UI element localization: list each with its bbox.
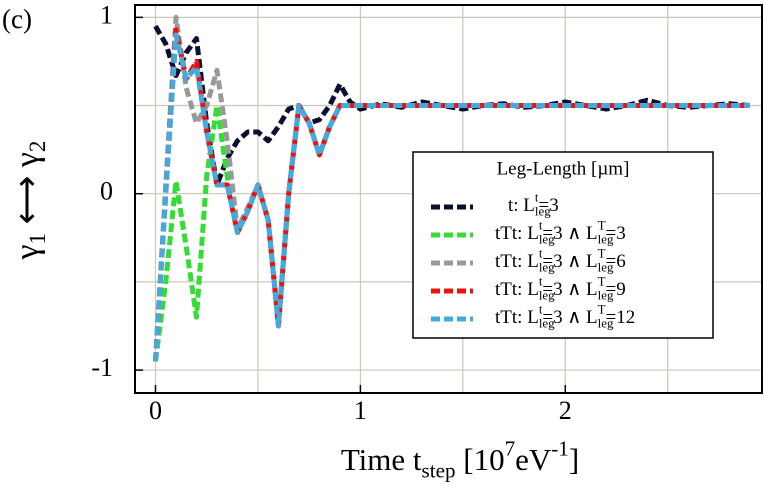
x-tick-label: 2 xyxy=(559,396,572,425)
legend-title: Leg-Length [µm] xyxy=(497,158,630,179)
legend-label: t: Llegt=3 xyxy=(508,189,559,218)
y-axis-label: γ1 ⟷ γ2 xyxy=(9,141,52,261)
legend-box xyxy=(412,151,714,339)
series-line xyxy=(152,32,750,362)
legend-label: tTt: Llegt=3 ∧ LlegT=12 xyxy=(495,301,635,330)
chart-title: (c) xyxy=(2,4,32,34)
y-tick-label: -1 xyxy=(91,353,113,382)
y-tick-label: 1 xyxy=(100,0,113,29)
legend-label: tTt: Llegt=3 ∧ LlegT=3 xyxy=(495,217,626,246)
x-tick-label: 0 xyxy=(149,396,162,425)
x-tick-label: 1 xyxy=(354,396,367,425)
plot-frame xyxy=(134,4,763,394)
legend-label: tTt: Llegt=3 ∧ LlegT=6 xyxy=(495,245,626,274)
y-tick-label: 0 xyxy=(100,177,113,206)
x-axis-label: Time tstep [107eV-1] xyxy=(341,436,579,482)
legend-label: tTt: Llegt=3 ∧ LlegT=9 xyxy=(495,273,626,302)
